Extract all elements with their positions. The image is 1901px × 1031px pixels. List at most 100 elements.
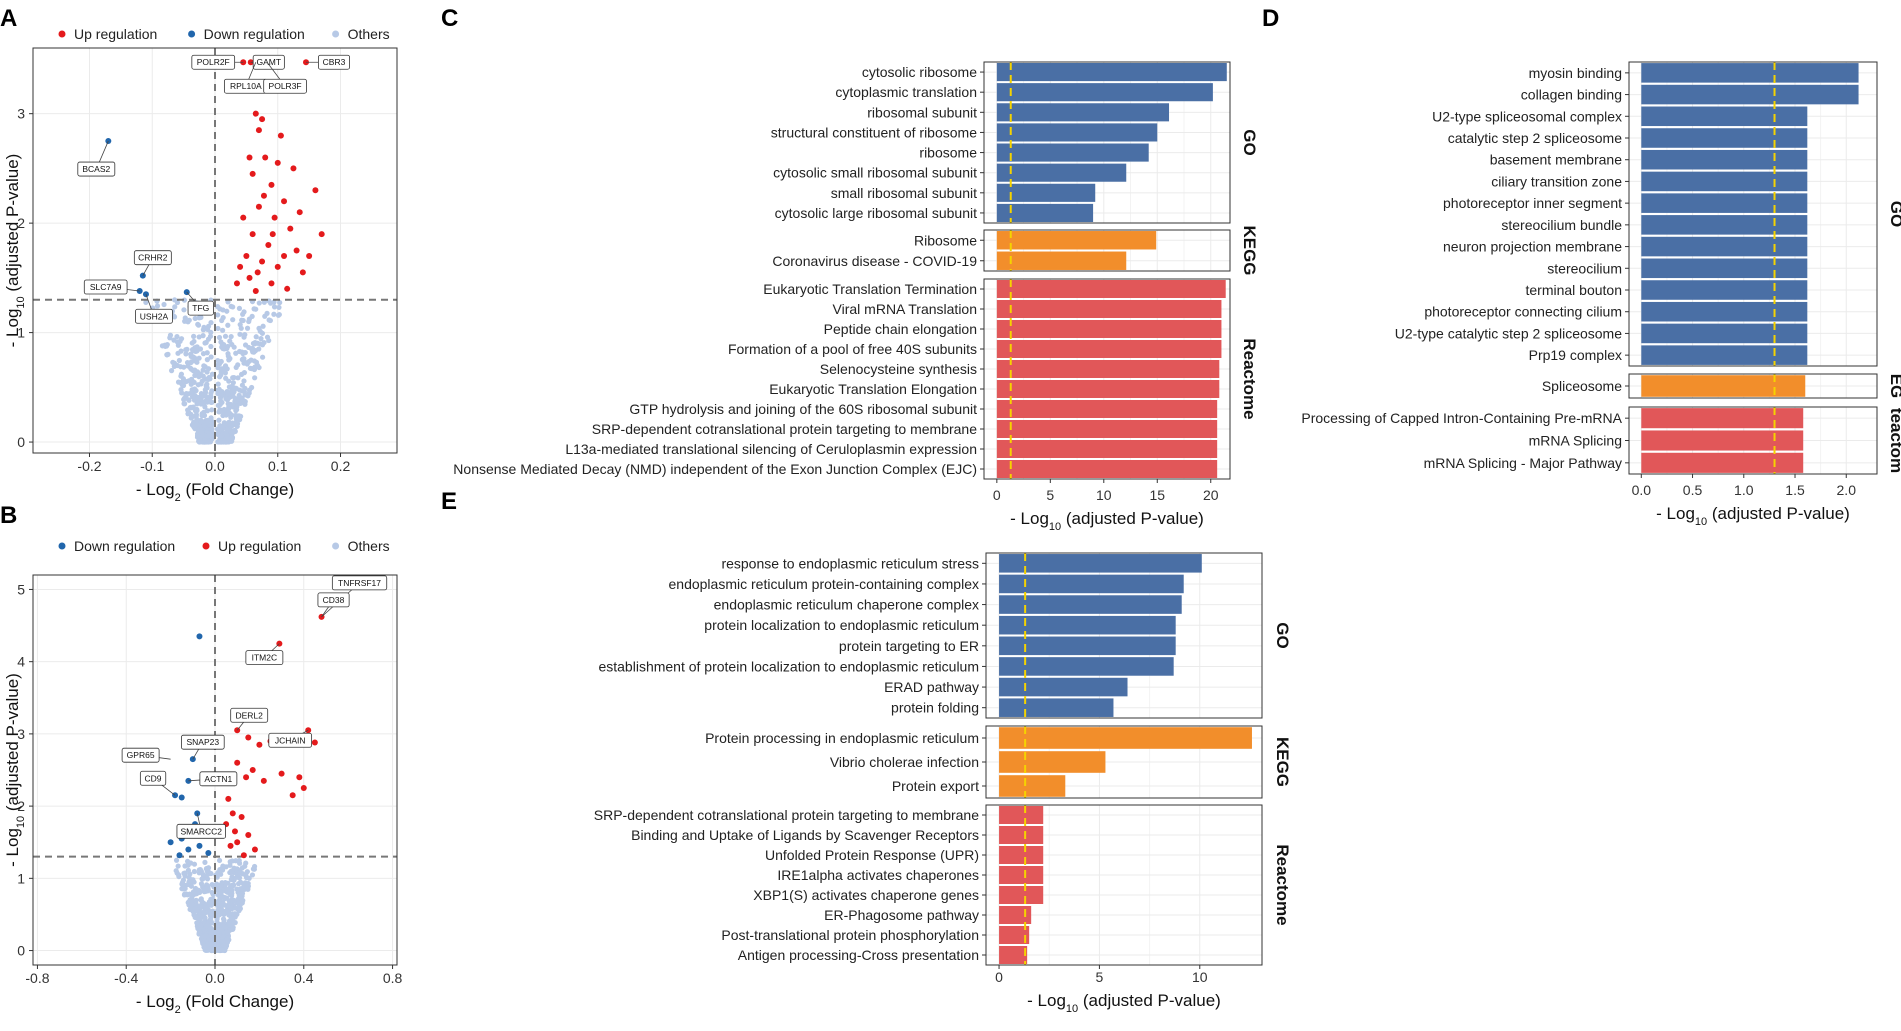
point-other <box>186 317 192 323</box>
category-label: small ribosomal subunit <box>831 185 977 201</box>
point-down <box>196 842 203 849</box>
point-other <box>189 901 195 907</box>
point-other <box>183 351 189 357</box>
y-tick-label: 2 <box>17 798 25 814</box>
point-up <box>240 852 247 859</box>
point-other <box>217 401 223 408</box>
gene-label-box <box>268 732 313 748</box>
category-label: U2-type spliceosomal complex <box>1432 108 1622 124</box>
category-label: endoplasmic reticulum protein-containing… <box>669 576 980 592</box>
point-up <box>259 116 266 123</box>
x-axis-title: - Log10 (adjusted P-value) <box>1010 509 1204 533</box>
category-label: response to endoplasmic reticulum stress <box>721 555 979 571</box>
category-label: collagen binding <box>1521 87 1622 103</box>
category-label: mRNA Splicing - Major Pathway <box>1424 455 1622 471</box>
facet-go: myosin binding collagen binding U2-type sp… <box>1395 61 1901 367</box>
point-up <box>312 187 319 194</box>
point-other <box>241 883 247 889</box>
point-other <box>230 380 236 386</box>
category-label: Protein processing in endoplasmic reticu… <box>705 730 979 746</box>
category-label: U2-type catalytic step 2 spliceosome <box>1395 325 1622 341</box>
gene-label: POLR3F <box>269 81 302 91</box>
x-tick-label: 0 <box>995 969 1003 985</box>
bar <box>1641 280 1808 300</box>
point-other <box>182 401 188 407</box>
point-up <box>260 777 267 784</box>
point-other <box>190 877 196 883</box>
point-up <box>299 269 306 276</box>
bar <box>999 657 1174 676</box>
point-other <box>178 348 184 354</box>
point-up <box>245 734 252 741</box>
point-other <box>214 387 221 393</box>
category-label: cytosolic ribosome <box>862 64 977 80</box>
point-other <box>209 932 216 938</box>
bar-chart-c: cytosolic ribosome cytoplasmic translatio… <box>453 61 1259 503</box>
point-other <box>201 392 207 398</box>
point-other <box>237 906 243 912</box>
point-other <box>249 366 255 372</box>
y-tick-label: 3 <box>17 726 25 742</box>
point-other <box>227 338 233 344</box>
bar <box>999 906 1032 924</box>
point-other <box>202 404 208 410</box>
point-other <box>234 911 240 917</box>
point-other <box>199 433 205 439</box>
category-label: ERAD pathway <box>884 679 979 695</box>
legend-label: Up regulation <box>218 538 301 554</box>
category-label: myosin binding <box>1529 65 1622 81</box>
x-axis-title: - Log10 (adjusted P-value) <box>1027 991 1221 1015</box>
bar <box>999 775 1066 797</box>
point-other <box>228 303 234 309</box>
point-other <box>218 889 224 895</box>
point-other <box>202 915 208 921</box>
point-other <box>221 420 227 426</box>
gene-label: SNAP23 <box>187 737 220 747</box>
point-other <box>205 923 211 929</box>
category-label: IRE1alpha activates chaperones <box>777 867 979 883</box>
point-up <box>318 231 325 238</box>
point-other <box>200 333 206 339</box>
point-other <box>235 362 241 368</box>
point-other <box>200 367 206 373</box>
point-other <box>208 390 214 397</box>
point-other <box>225 909 232 915</box>
point-other <box>238 325 244 331</box>
bar <box>1641 408 1804 429</box>
category-label: structural constituent of ribosome <box>771 124 977 140</box>
point-other <box>181 395 188 401</box>
point-other <box>219 366 225 372</box>
point-other <box>226 384 232 390</box>
point-other <box>264 334 271 340</box>
x-tick-label: 0.5 <box>1683 482 1703 498</box>
bar <box>996 420 1218 438</box>
point-other <box>256 325 262 331</box>
point-up <box>268 280 275 287</box>
point-other <box>242 392 248 398</box>
point-other <box>224 427 231 433</box>
y-axis-title: - Log10 (adjusted P-value) <box>3 673 27 867</box>
point-other <box>229 906 235 912</box>
x-tick-label: 20 <box>1203 487 1219 503</box>
facet-frame <box>985 725 1263 799</box>
point-other <box>205 907 212 913</box>
bar <box>996 163 1127 182</box>
point-other <box>203 886 209 892</box>
x-tick-label: -0.1 <box>140 458 164 474</box>
point-up <box>268 181 275 188</box>
point-other <box>175 379 182 385</box>
bar <box>999 806 1044 824</box>
y-tick-label: 3 <box>17 106 25 122</box>
point-other <box>178 373 184 379</box>
point-other <box>240 356 246 362</box>
facet-kegg: Ribosome Coronavirus disease - COVID-19 KE… <box>772 225 1259 275</box>
point-up <box>246 154 253 161</box>
point-up <box>256 741 263 748</box>
point-other <box>199 413 205 419</box>
point-up <box>249 170 256 177</box>
gene-label: SLC7A9 <box>90 282 122 292</box>
gene-label-box <box>121 747 160 763</box>
category-label: protein localization to endoplasmic reti… <box>704 617 979 633</box>
point-other <box>229 916 236 923</box>
point-other <box>238 886 244 892</box>
